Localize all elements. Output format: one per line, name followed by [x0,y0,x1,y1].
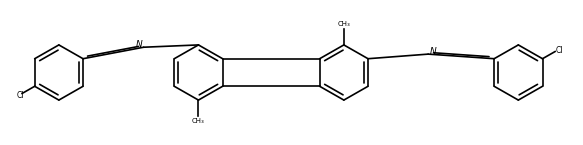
Text: Cl: Cl [16,91,24,100]
Text: N: N [430,47,436,56]
Text: CH₃: CH₃ [338,21,350,27]
Text: Cl: Cl [556,46,564,55]
Text: CH₃: CH₃ [192,118,205,124]
Text: N: N [136,40,142,49]
